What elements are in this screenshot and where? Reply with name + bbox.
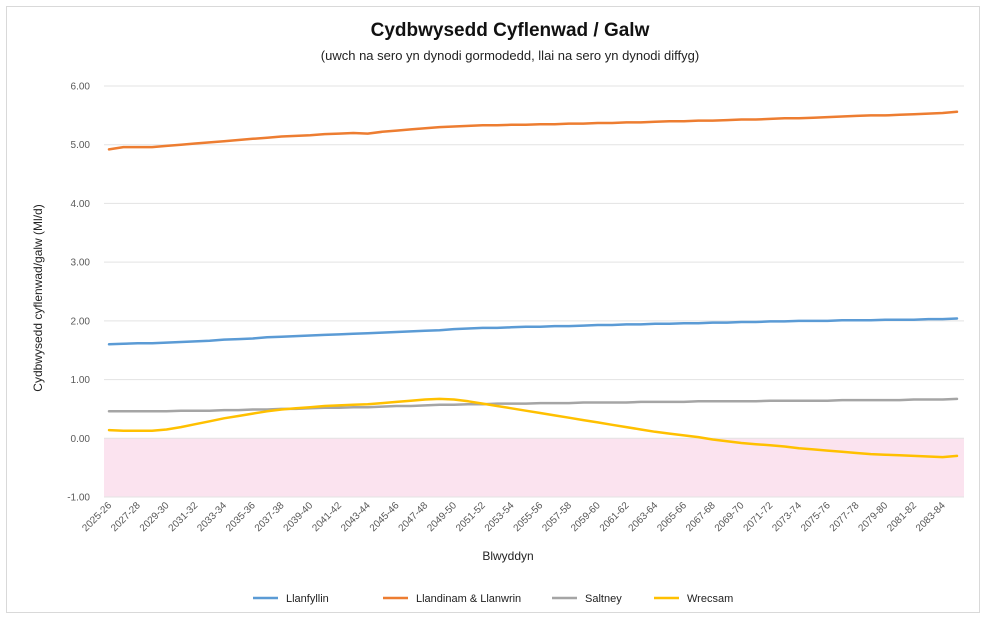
x-tick-label: 2045-46 [368,500,402,534]
series-lines [107,110,959,459]
y-axis-ticks: -1.00 0.00 1.00 2.00 3.00 4.00 5.00 6.00 [67,82,90,504]
x-tick-label: 2057-58 [540,500,574,534]
y-tick-label: 2.00 [71,316,91,327]
series-line-llanfyllin [107,317,959,346]
chart-title: Cydbwysedd Cyflenwad / Galw [371,20,650,41]
plot-area [104,438,964,497]
x-tick-label: 2063-64 [627,500,661,534]
series-line-llandinam-llanwrin [107,110,959,151]
x-tick-label: 2077-78 [828,500,862,534]
x-tick-label: 2083-84 [914,500,948,534]
y-tick-label: 1.00 [71,375,91,386]
y-axis-label: Cydbwysedd cyflenwad/galw (Ml/d) [31,204,45,391]
deficit-region [104,438,964,497]
legend: Llanfyllin Llandinam & Llanwrin Saltney Wre… [253,593,733,605]
chart-subtitle: (uwch na sero yn dynodi gormodedd, llai … [321,48,699,63]
x-tick-label: 2071-72 [742,500,776,534]
x-tick-label: 2049-50 [425,500,459,534]
x-axis-ticks: 2025-262027-282029-302031-322033-342035-… [80,500,948,534]
legend-label-saltney: Saltney [585,593,622,605]
x-tick-label: 2027-28 [109,500,143,534]
series-line-wrecsam [107,397,959,459]
x-tick-label: 2043-44 [339,500,373,534]
x-tick-label: 2033-34 [195,500,229,534]
x-tick-label: 2035-36 [224,500,258,534]
chart-frame [6,6,980,613]
x-axis-label: Blwyddyn [482,549,533,563]
x-tick-label: 2047-48 [397,500,431,534]
x-tick-label: 2051-52 [454,500,488,534]
x-tick-label: 2059-60 [569,500,603,534]
x-tick-label: 2025-26 [80,500,114,534]
y-tick-label: -1.00 [67,493,90,504]
x-tick-label: 2081-82 [885,500,919,534]
y-tick-label: 4.00 [71,199,91,210]
x-tick-label: 2073-74 [770,500,804,534]
gridlines [104,85,964,498]
x-tick-label: 2065-66 [655,500,689,534]
y-tick-label: 0.00 [71,434,91,445]
x-tick-label: 2075-76 [799,500,833,534]
x-tick-label: 2041-42 [310,500,344,534]
y-tick-label: 5.00 [71,140,91,151]
y-tick-label: 6.00 [71,82,91,93]
x-tick-label: 2067-68 [684,500,718,534]
x-tick-label: 2079-80 [857,500,891,534]
legend-label-wrecsam: Wrecsam [687,593,733,605]
legend-label-llandinam-llanwrin: Llandinam & Llanwrin [416,593,521,605]
x-tick-label: 2029-30 [138,500,172,534]
x-tick-label: 2031-32 [167,500,201,534]
x-tick-label: 2069-70 [713,500,747,534]
series-line-saltney [107,397,959,413]
x-tick-label: 2053-54 [483,500,517,534]
x-tick-label: 2037-38 [253,500,287,534]
x-tick-label: 2039-40 [282,500,316,534]
x-tick-label: 2061-62 [598,500,632,534]
x-tick-label: 2055-56 [512,500,546,534]
y-tick-label: 3.00 [71,258,91,269]
legend-label-llanfyllin: Llanfyllin [286,593,329,605]
